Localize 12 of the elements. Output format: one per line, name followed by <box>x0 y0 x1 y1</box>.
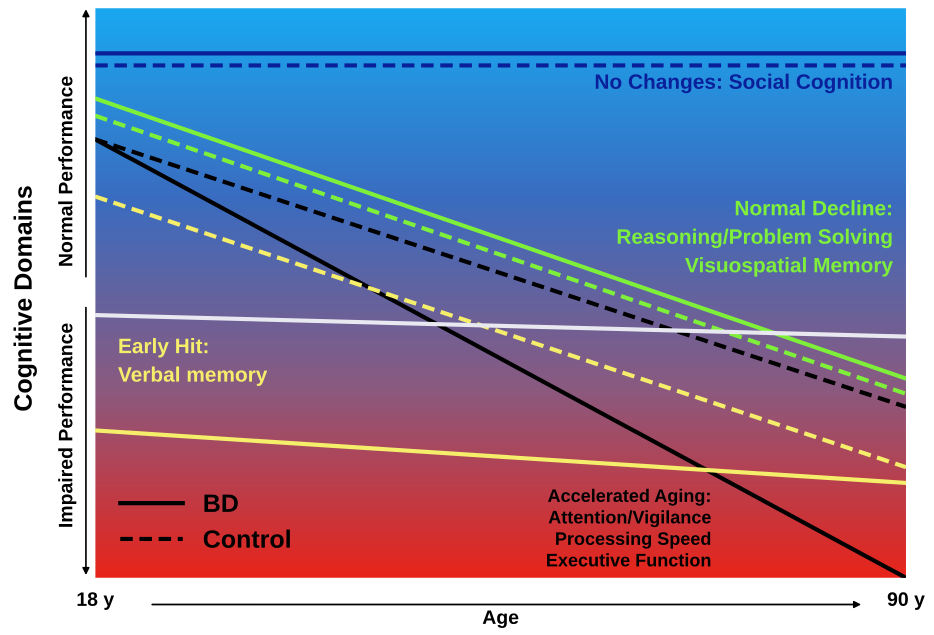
annotation: Normal Decline: Reasoning/Problem Solving Visuospatial Memory <box>618 200 893 277</box>
text: Impaired Performance <box>58 323 76 527</box>
x-tick-label: 18 y <box>78 592 114 610</box>
legend-label: Control <box>204 530 290 548</box>
x-axis-title: Age <box>482 610 518 628</box>
y-axis-title: Cognitive Domains <box>14 186 37 411</box>
legend-label: BD <box>204 494 238 512</box>
x-tick-label: 90 y <box>888 592 925 610</box>
text: Normal Performance <box>58 76 72 266</box>
annotation: Accelerated Aging: Attention/Vigilance Processing Speed Executive Function <box>547 488 711 567</box>
annotation: No Changes: Social Cognition <box>596 74 892 94</box>
annotation: Early Hit: Verbal memory <box>118 338 268 386</box>
